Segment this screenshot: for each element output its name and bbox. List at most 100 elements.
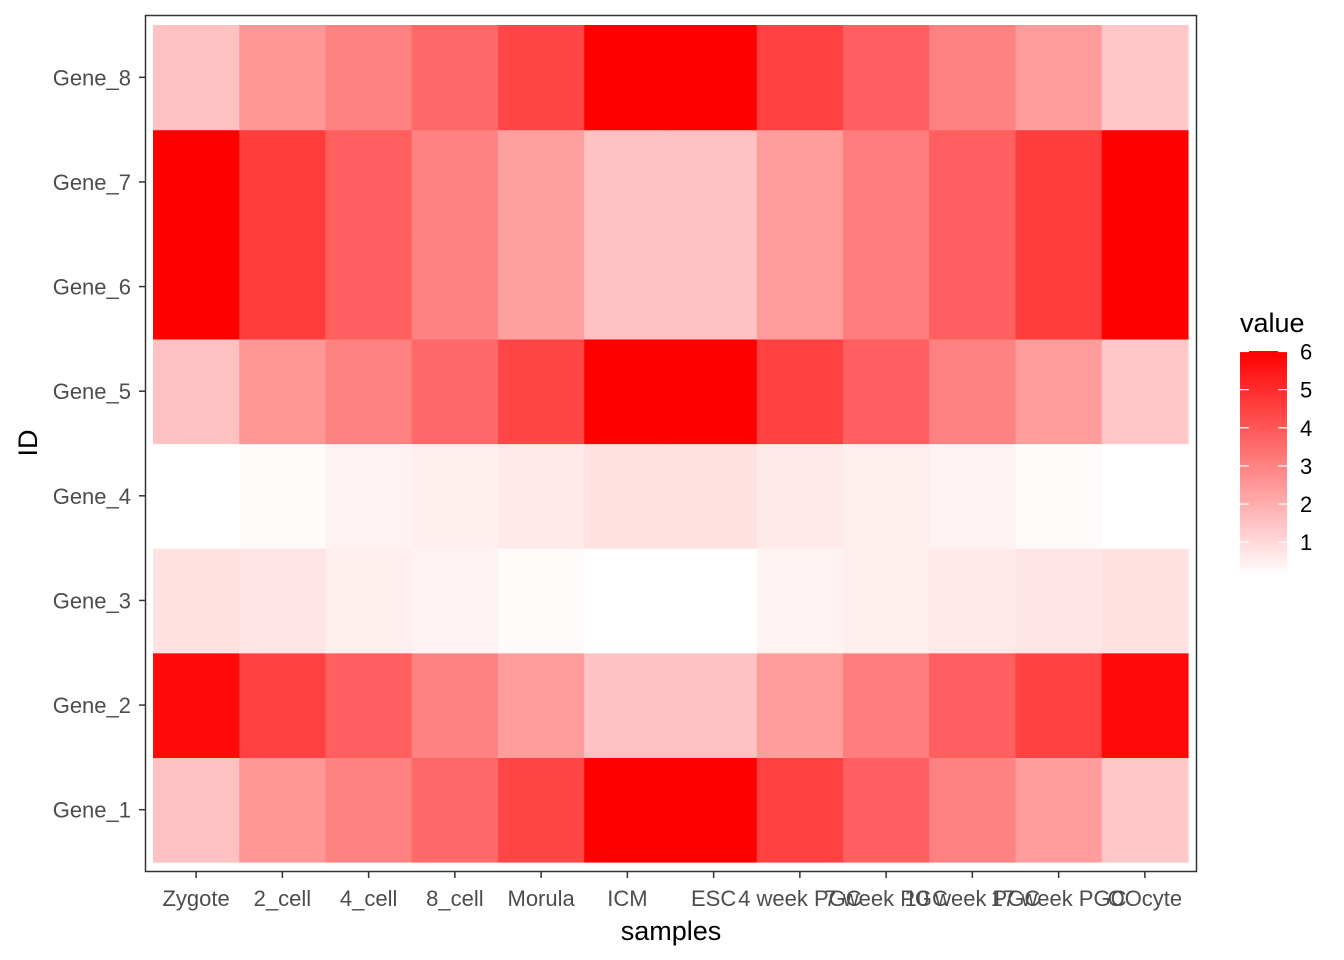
heatmap-cell <box>756 757 844 863</box>
heatmap-cell <box>239 652 327 758</box>
y-tick-label: Gene_6 <box>53 275 131 300</box>
y-tick-label: Gene_5 <box>53 379 131 404</box>
heatmap-cell <box>1101 443 1189 549</box>
legend-tick-label: 2 <box>1300 492 1312 517</box>
heatmap-cell <box>1015 548 1103 654</box>
x-tick-label: 8_cell <box>426 886 483 911</box>
heatmap-cell <box>670 548 758 654</box>
heatmap-cell <box>929 129 1017 235</box>
heatmap-cell <box>756 234 844 340</box>
heatmap-cell <box>325 548 413 654</box>
heatmap-cell <box>843 652 930 758</box>
heatmap-cell <box>670 234 758 340</box>
heatmap-cell <box>584 443 672 549</box>
heatmap-cell <box>756 443 844 549</box>
heatmap-cell <box>498 443 585 549</box>
x-axis-title: samples <box>621 916 722 946</box>
heatmap-cell <box>411 338 499 445</box>
heatmap-cell <box>1101 338 1189 445</box>
heatmap-cell <box>756 548 844 654</box>
heatmap-cell <box>584 338 672 445</box>
heatmap-cell <box>756 338 844 445</box>
heatmap-cell <box>1101 652 1189 758</box>
heatmap-cell <box>584 25 672 131</box>
y-tick-label: Gene_7 <box>53 170 131 195</box>
heatmap-cell <box>411 234 499 340</box>
heatmap-cell <box>153 234 240 340</box>
heatmap-cell <box>670 25 758 131</box>
heatmap-cell <box>1101 129 1189 235</box>
y-tick-label: Gene_8 <box>53 65 131 90</box>
x-tick-label: ESC <box>691 886 736 911</box>
heatmap-cell <box>325 129 413 235</box>
x-tick-label: 7 week PGC <box>824 886 948 911</box>
heatmap-cell <box>843 129 930 235</box>
heatmap-cell <box>239 443 327 549</box>
heatmap-cell <box>584 129 672 235</box>
x-tick-label: 2_cell <box>254 886 311 911</box>
heatmap-cell <box>498 652 585 758</box>
heatmap-cell <box>1015 338 1103 445</box>
heatmap-cell <box>929 338 1017 445</box>
heatmap-cell <box>411 652 499 758</box>
heatmap-cell <box>153 25 240 131</box>
heatmap-cell <box>929 757 1017 863</box>
heatmap-cell <box>239 548 327 654</box>
heatmap-cell <box>670 443 758 549</box>
heatmap-cell <box>584 757 672 863</box>
heatmap-cell <box>153 338 240 445</box>
heatmap-cell <box>411 129 499 235</box>
heatmap-cell <box>1015 25 1103 131</box>
heatmap-cell <box>239 338 327 445</box>
x-tick-label: 10 week PGC <box>905 886 1041 911</box>
y-axis: Gene_1 Gene_2 Gene_3 Gene_4 Gene_5 Gene_6 Gene… <box>53 65 145 823</box>
heatmap-cell <box>843 25 930 131</box>
heatmap-cell <box>670 338 758 445</box>
heatmap-cell <box>325 25 413 131</box>
heatmap-cell <box>153 757 240 863</box>
heatmap-cell <box>1101 757 1189 863</box>
x-tick-label: 4 week PGC <box>738 886 862 911</box>
heatmap-cell <box>239 757 327 863</box>
heatmap-cell <box>239 25 327 131</box>
heatmap-cell <box>1101 234 1189 340</box>
heatmap-cell <box>498 548 585 654</box>
heatmap-cell <box>670 129 758 235</box>
legend-colorbar <box>1240 351 1287 576</box>
heatmap-cell <box>498 234 585 340</box>
heatmap-cell <box>670 652 758 758</box>
heatmap-cell <box>153 652 240 758</box>
heatmap-cell <box>411 25 499 131</box>
heatmap-cell <box>325 757 413 863</box>
heatmap-cell <box>929 443 1017 549</box>
heatmap-cell <box>843 338 930 445</box>
x-tick-label: Zygote <box>162 886 229 911</box>
panel-border <box>144 14 1198 873</box>
heatmap-cell <box>584 234 672 340</box>
heatmap-cell <box>325 338 413 445</box>
x-tick-label: OOcyte <box>1108 886 1183 911</box>
legend-tick-label: 3 <box>1300 454 1312 479</box>
heatmap-cell <box>411 548 499 654</box>
x-tick-label: 4_cell <box>340 886 397 911</box>
heatmap-cells <box>153 25 1189 863</box>
heatmap-cell <box>670 757 758 863</box>
legend-tick-label: 1 <box>1300 530 1312 555</box>
heatmap-cell <box>929 548 1017 654</box>
heatmap-cell <box>1015 234 1103 340</box>
heatmap-cell <box>153 129 240 235</box>
heatmap-cell <box>1101 25 1189 131</box>
heatmap-cell <box>843 443 930 549</box>
heatmap-cell <box>929 234 1017 340</box>
heatmap-cell <box>498 25 585 131</box>
heatmap-cell <box>411 443 499 549</box>
heatmap-cell <box>153 548 240 654</box>
y-axis-title: ID <box>13 430 43 457</box>
heatmap-cell <box>1015 652 1103 758</box>
heatmap-cell <box>584 652 672 758</box>
y-tick-label: Gene_3 <box>53 588 131 613</box>
heatmap-cell <box>153 443 240 549</box>
heatmap-cell <box>239 234 327 340</box>
x-tick-label: 17 week PGC <box>991 886 1127 911</box>
